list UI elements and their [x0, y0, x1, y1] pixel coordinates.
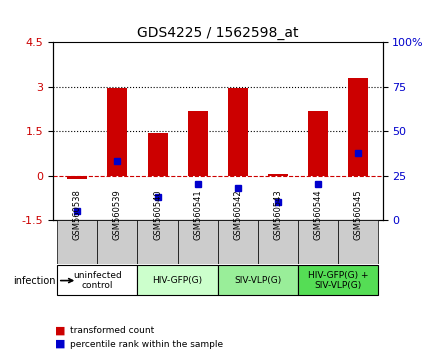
Text: GSM560540: GSM560540 — [153, 189, 162, 240]
Bar — [57, 42, 137, 220]
Bar — [218, 42, 298, 220]
Bar — [348, 78, 368, 176]
FancyBboxPatch shape — [137, 266, 218, 295]
FancyBboxPatch shape — [338, 220, 379, 264]
Text: transformed count: transformed count — [70, 326, 154, 336]
FancyBboxPatch shape — [57, 266, 137, 295]
Bar — [268, 173, 288, 176]
Bar — [228, 88, 248, 176]
Bar — [298, 42, 379, 220]
Title: GDS4225 / 1562598_at: GDS4225 / 1562598_at — [137, 26, 298, 40]
Text: GSM560541: GSM560541 — [193, 189, 202, 240]
Text: HIV-GFP(G) +
SIV-VLP(G): HIV-GFP(G) + SIV-VLP(G) — [308, 271, 368, 290]
FancyBboxPatch shape — [97, 220, 137, 264]
Text: percentile rank within the sample: percentile rank within the sample — [70, 339, 223, 349]
Bar — [137, 42, 218, 220]
FancyBboxPatch shape — [57, 220, 97, 264]
Text: ■: ■ — [55, 339, 66, 349]
FancyBboxPatch shape — [137, 220, 178, 264]
Text: uninfected
control: uninfected control — [73, 271, 122, 290]
Text: infection: infection — [13, 275, 73, 286]
Bar — [67, 176, 87, 179]
Text: GSM560539: GSM560539 — [113, 189, 122, 240]
FancyBboxPatch shape — [298, 220, 338, 264]
Text: SIV-VLP(G): SIV-VLP(G) — [234, 276, 282, 285]
Text: HIV-GFP(G): HIV-GFP(G) — [153, 276, 203, 285]
Text: GSM560538: GSM560538 — [73, 189, 82, 240]
Bar — [108, 88, 128, 176]
FancyBboxPatch shape — [258, 220, 298, 264]
Bar — [147, 133, 167, 176]
Text: GSM560545: GSM560545 — [354, 189, 363, 240]
FancyBboxPatch shape — [298, 266, 379, 295]
FancyBboxPatch shape — [218, 266, 298, 295]
Bar — [308, 110, 328, 176]
Text: ■: ■ — [55, 326, 66, 336]
Text: GSM560544: GSM560544 — [314, 189, 323, 240]
FancyBboxPatch shape — [218, 220, 258, 264]
Bar — [188, 110, 208, 176]
Text: GSM560543: GSM560543 — [274, 189, 283, 240]
Text: GSM560542: GSM560542 — [233, 189, 242, 240]
FancyBboxPatch shape — [178, 220, 218, 264]
